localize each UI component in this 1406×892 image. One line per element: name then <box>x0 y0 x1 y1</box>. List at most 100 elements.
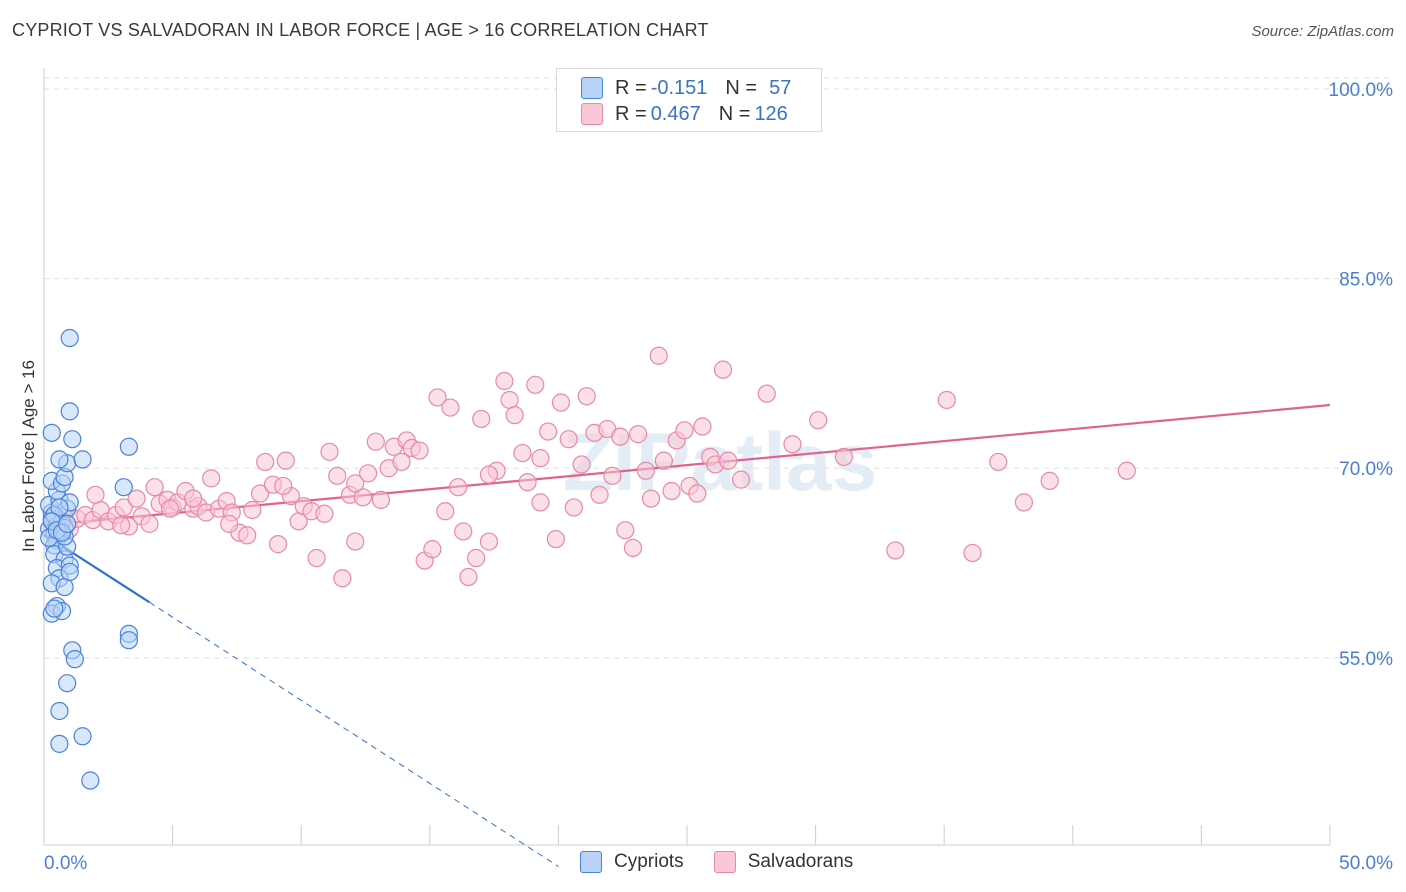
salvadoran-point <box>603 466 622 485</box>
legend-r-label: R = <box>615 76 647 99</box>
salvadoran-point <box>1040 471 1059 490</box>
cypriots-swatch <box>580 851 602 873</box>
axes <box>43 68 1331 846</box>
x-tick-label: 0.0% <box>44 853 87 874</box>
salvadoran-point <box>479 532 499 551</box>
salvadoran-point <box>675 421 694 440</box>
y-tick-label: 85.0% <box>1339 270 1393 291</box>
salvadoran-point <box>184 489 203 508</box>
salvadoran-point <box>809 411 828 430</box>
salvadoran-point <box>518 473 537 492</box>
salvadoran-point <box>220 514 239 533</box>
salvadoran-point <box>353 488 373 507</box>
legend-n-value: 126 <box>754 102 788 125</box>
salvadoran-point <box>572 455 591 474</box>
salvadoran-point <box>629 425 648 444</box>
y-axis-label: In Labor Force | Age > 16 <box>19 360 38 552</box>
cypriot-point <box>63 430 82 449</box>
salvadorans-swatch <box>581 103 603 125</box>
y-tick-label: 70.0% <box>1339 459 1393 480</box>
salvadoran-point <box>268 535 288 554</box>
tick-labels: 100.0% 85.0% 70.0% 55.0% 0.0% 50.0% <box>44 80 1393 874</box>
salvadoran-point <box>989 452 1008 472</box>
legend-row-cypriots: R = -0.151 N = 57 <box>581 76 791 100</box>
salvadoran-point <box>590 485 609 504</box>
cypriot-point <box>42 423 61 442</box>
cypriot-point <box>55 577 74 597</box>
salvadoran-point <box>436 502 455 521</box>
salvadoran-point <box>1117 461 1136 480</box>
salvadoran-point <box>202 469 221 488</box>
legend-n-value: 57 <box>769 76 792 99</box>
cypriot-point <box>50 701 69 721</box>
salvadoran-point <box>641 489 661 508</box>
source-label: Source: ZipAtlas.com <box>1251 23 1394 40</box>
salvadoran-point <box>410 441 429 460</box>
salvadoran-point <box>719 451 738 470</box>
salvadoran-point <box>688 484 707 503</box>
salvadoran-point <box>140 514 159 533</box>
salvadoran-point <box>551 393 571 412</box>
cypriot-point <box>114 478 133 497</box>
legend-n-label: N = <box>718 102 751 125</box>
salvadoran-point <box>160 499 180 518</box>
cypriot-point <box>50 734 69 753</box>
salvadoran-point <box>256 452 275 472</box>
salvadoran-point <box>250 484 270 503</box>
cypriot-point <box>60 562 79 582</box>
salvadoran-point <box>243 500 262 520</box>
cypriot-trend-extension <box>149 601 559 867</box>
salvadoran-point <box>505 406 524 425</box>
salvadoran-point <box>531 449 550 468</box>
cypriot-point <box>81 771 100 790</box>
salvadoran-point <box>423 540 442 559</box>
bottom-legend: Cypriots Salvadorans <box>580 851 883 873</box>
salvadoran-point <box>346 532 365 551</box>
salvadoran-point <box>307 548 326 568</box>
salvadoran-point <box>448 478 468 497</box>
salvadoran-point <box>526 375 545 394</box>
salvadoran-point <box>392 452 411 472</box>
salvadoran-point <box>428 388 447 407</box>
salvadoran-point <box>577 387 596 406</box>
salvadoran-point <box>315 504 334 523</box>
salvadoran-point <box>86 485 105 504</box>
cypriot-point <box>73 450 92 469</box>
legend-r-value: -0.151 <box>650 76 708 99</box>
salvadoran-point <box>513 443 532 463</box>
legend-r-value: 0.467 <box>650 102 701 125</box>
salvadoran-point <box>611 427 630 446</box>
salvadoran-point <box>328 466 347 485</box>
salvadoran-point <box>145 478 164 497</box>
salvadoran-point <box>441 398 460 417</box>
salvadoran-point <box>693 417 712 436</box>
cypriot-point <box>50 450 69 469</box>
salvadoran-point <box>564 498 583 517</box>
cypriot-point <box>45 599 64 618</box>
legend-row-salvadorans: R = 0.467 N = 126 <box>581 102 788 126</box>
salvadoran-point <box>466 548 486 568</box>
salvadoran-point <box>654 451 673 470</box>
salvadoran-point <box>886 541 905 560</box>
salvadoran-point <box>358 464 378 483</box>
salvadoran-point <box>371 490 391 509</box>
data-points <box>40 328 1136 790</box>
salvadoran-point <box>649 346 668 365</box>
x-tick-label: 50.0% <box>1339 853 1393 874</box>
salvadoran-point <box>127 489 146 508</box>
cypriot-point <box>119 437 138 456</box>
salvadoran-point <box>616 521 635 540</box>
salvadoran-point <box>274 476 293 496</box>
salvadoran-point <box>459 567 478 587</box>
salvadoran-point <box>636 461 655 480</box>
salvadoran-point <box>112 516 131 535</box>
salvadoran-point <box>276 451 295 470</box>
salvadoran-point <box>662 481 681 501</box>
salvadoran-point <box>238 526 257 545</box>
salvadorans-swatch <box>713 851 736 873</box>
salvadoran-point <box>963 543 982 563</box>
legend-label-cypriots: Cypriots <box>614 851 684 872</box>
salvadoran-point <box>454 522 473 541</box>
cypriots-swatch <box>581 77 603 99</box>
